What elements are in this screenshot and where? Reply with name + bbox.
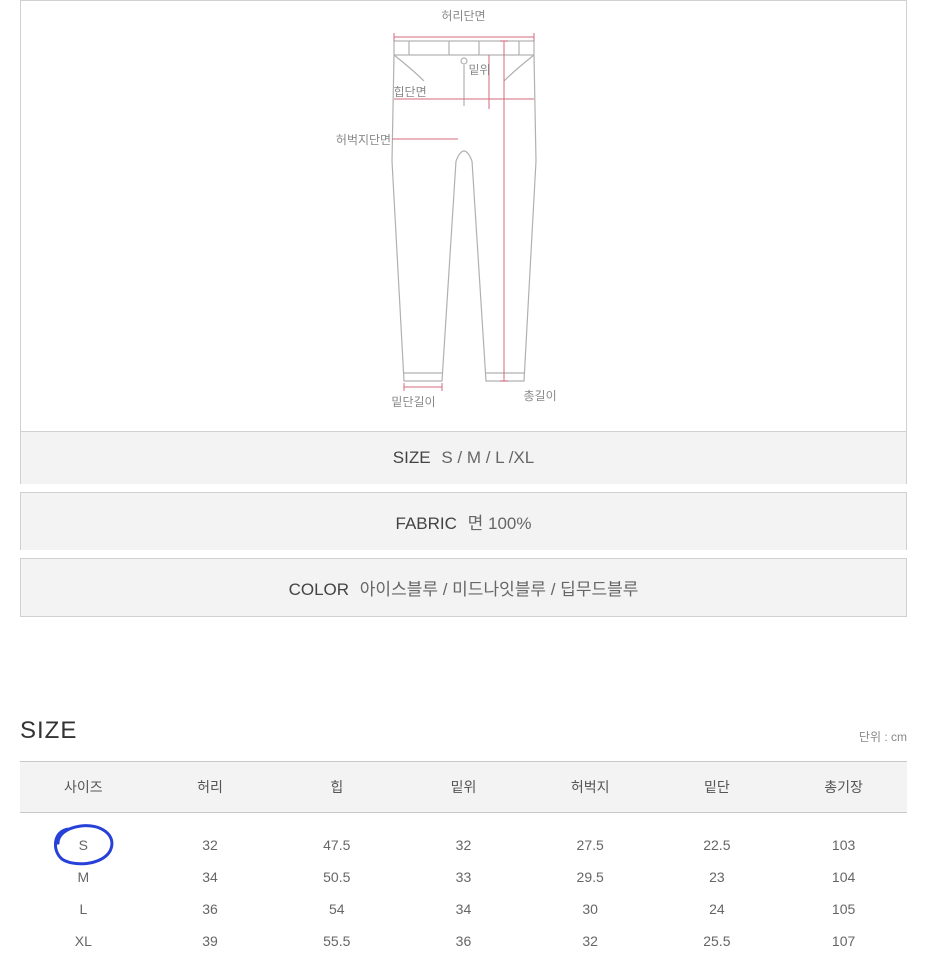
diagram-label-hem: 밑단길이 — [391, 393, 435, 410]
table-cell: 33 — [400, 861, 527, 893]
size-col-header: 밑위 — [400, 762, 527, 813]
size-unit: 단위 : cm — [859, 728, 907, 745]
product-info-panel: 허리단면 밑위 힙단면 허벅지단면 밑단길이 총길이 SIZE S / M / … — [20, 0, 907, 617]
info-row-size: SIZE S / M / L /XL — [21, 431, 906, 484]
table-cell: 32 — [527, 925, 654, 957]
table-cell: 30 — [527, 893, 654, 925]
diagram-label-thigh: 허벅지단면 — [336, 131, 391, 148]
table-cell: 47.5 — [273, 813, 400, 862]
table-row: XL3955.5363225.5107 — [20, 925, 907, 957]
info-label-size: SIZE — [393, 448, 431, 467]
table-cell: 32 — [147, 813, 274, 862]
size-col-header: 허리 — [147, 762, 274, 813]
info-value-color: 아이스블루 / 미드나잇블루 / 딥무드블루 — [360, 580, 639, 599]
info-label-color: COLOR — [289, 580, 349, 599]
diagram-label-rise: 밑위 — [469, 61, 491, 78]
table-cell: 25.5 — [654, 925, 781, 957]
table-row: M3450.53329.523104 — [20, 861, 907, 893]
size-col-header: 총기장 — [780, 762, 907, 813]
size-col-header: 허벅지 — [527, 762, 654, 813]
pants-outline-svg — [374, 21, 554, 401]
size-col-header: 사이즈 — [20, 762, 147, 813]
diagram-label-waist: 허리단면 — [441, 7, 485, 24]
info-value-fabric: 면 100% — [468, 514, 532, 533]
pants-diagram: 허리단면 밑위 힙단면 허벅지단면 밑단길이 총길이 — [21, 1, 906, 431]
table-cell: 24 — [654, 893, 781, 925]
table-cell: 104 — [780, 861, 907, 893]
info-row-fabric: FABRIC 면 100% — [21, 492, 906, 550]
table-cell: 29.5 — [527, 861, 654, 893]
table-cell: 23 — [654, 861, 781, 893]
table-cell: 32 — [400, 813, 527, 862]
size-col-header: 밑단 — [654, 762, 781, 813]
table-cell: 107 — [780, 925, 907, 957]
table-cell: 105 — [780, 893, 907, 925]
info-row-color: COLOR 아이스블루 / 미드나잇블루 / 딥무드블루 — [21, 558, 906, 616]
size-section: SIZE 단위 : cm 사이즈허리힙밑위허벅지밑단총기장 S3247.5322… — [20, 717, 907, 957]
table-cell: 50.5 — [273, 861, 400, 893]
size-table: 사이즈허리힙밑위허벅지밑단총기장 S3247.53227.522.5103M34… — [20, 761, 907, 957]
table-cell: 34 — [400, 893, 527, 925]
size-title: SIZE — [20, 717, 77, 745]
table-cell: 22.5 — [654, 813, 781, 862]
diagram-label-hip: 힙단면 — [394, 83, 427, 100]
info-label-fabric: FABRIC — [396, 514, 457, 533]
table-cell: S — [20, 813, 147, 862]
table-cell: 39 — [147, 925, 274, 957]
table-row: L3654343024105 — [20, 893, 907, 925]
table-cell: 36 — [400, 925, 527, 957]
table-cell: 55.5 — [273, 925, 400, 957]
table-cell: L — [20, 893, 147, 925]
table-cell: 34 — [147, 861, 274, 893]
table-cell: M — [20, 861, 147, 893]
table-cell: 27.5 — [527, 813, 654, 862]
diagram-label-length: 총길이 — [524, 387, 557, 404]
size-col-header: 힙 — [273, 762, 400, 813]
table-cell: 54 — [273, 893, 400, 925]
table-cell: 103 — [780, 813, 907, 862]
table-row: S3247.53227.522.5103 — [20, 813, 907, 862]
table-cell: XL — [20, 925, 147, 957]
info-value-size: S / M / L /XL — [441, 448, 534, 467]
table-cell: 36 — [147, 893, 274, 925]
